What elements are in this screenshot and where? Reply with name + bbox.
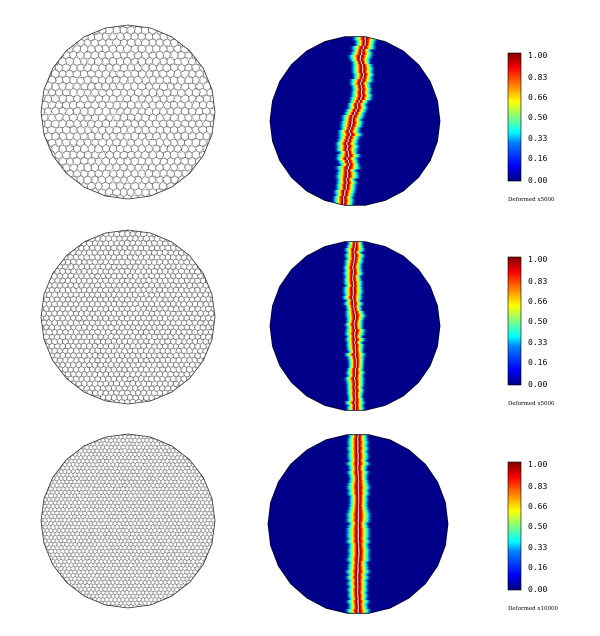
deformation-caption: Deformed x5000	[508, 401, 555, 407]
mesh-cells	[41, 25, 215, 199]
deformation-caption: Deformed x5000	[508, 197, 555, 203]
colorbar-tick: 0.00	[528, 380, 547, 389]
mesh-disc-coarse	[40, 24, 216, 200]
colorbar-tick: 0.50	[528, 317, 547, 326]
colorbar-gradient	[507, 52, 522, 182]
mesh-cells	[41, 434, 215, 608]
colorbar-tick: 0.16	[528, 154, 547, 163]
contour-disc-fine	[267, 434, 449, 614]
mesh-disc-fine	[40, 433, 216, 609]
disc-outline	[40, 24, 216, 200]
colorbar-tick: 0.16	[528, 563, 547, 572]
colorbar-tick: 0.83	[528, 482, 547, 491]
disc-outline	[269, 241, 441, 411]
colorbar-tick: 0.83	[528, 277, 547, 286]
colorbar-tick: 0.33	[528, 134, 547, 143]
colorbar-tick: 0.66	[528, 297, 547, 306]
contour-disc-coarse	[269, 36, 441, 206]
mesh-disc-medium	[40, 229, 216, 405]
colorbar-tick: 1.00	[528, 255, 547, 264]
mesh-cells	[41, 230, 215, 404]
colorbar-coarse: 1.00 0.83 0.66 0.50 0.33 0.16 0.00 Defor…	[507, 51, 555, 203]
disc-outline	[40, 433, 216, 609]
contour-disc-medium	[269, 241, 441, 411]
colorbar-tick: 1.00	[528, 51, 547, 60]
colorbar-gradient	[507, 461, 522, 591]
colorbar-tick: 0.33	[528, 543, 547, 552]
row-fine: 1.00 0.83 0.66 0.50 0.33 0.16 0.00 Defor…	[40, 433, 558, 614]
crack-band	[343, 434, 374, 614]
deformation-caption: Deformed x10000	[508, 606, 558, 612]
disc-outline	[269, 36, 441, 206]
colorbar-tick: 0.33	[528, 338, 547, 347]
colorbar-tick: 0.66	[528, 93, 547, 102]
colorbar-tick: 0.50	[528, 113, 547, 122]
disc-outline	[40, 229, 216, 405]
colorbar-tick: 0.00	[528, 176, 547, 185]
row-medium: 1.00 0.83 0.66 0.50 0.33 0.16 0.00 Defor…	[40, 229, 555, 411]
colorbar-tick: 1.00	[528, 460, 547, 469]
colorbar-fine: 1.00 0.83 0.66 0.50 0.33 0.16 0.00 Defor…	[507, 460, 558, 612]
crack-band	[330, 36, 381, 206]
crack-band	[340, 241, 368, 411]
colorbar-tick: 0.16	[528, 358, 547, 367]
colorbar-tick: 0.00	[528, 585, 547, 594]
colorbar-medium: 1.00 0.83 0.66 0.50 0.33 0.16 0.00 Defor…	[507, 255, 555, 407]
colorbar-tick: 0.83	[528, 73, 547, 82]
colorbar-gradient	[507, 256, 522, 386]
row-coarse: 1.00 0.83 0.66 0.50 0.33 0.16 0.00 Defor…	[40, 24, 555, 206]
disc-outline	[267, 434, 449, 614]
colorbar-tick: 0.66	[528, 502, 547, 511]
colorbar-tick: 0.50	[528, 522, 547, 531]
